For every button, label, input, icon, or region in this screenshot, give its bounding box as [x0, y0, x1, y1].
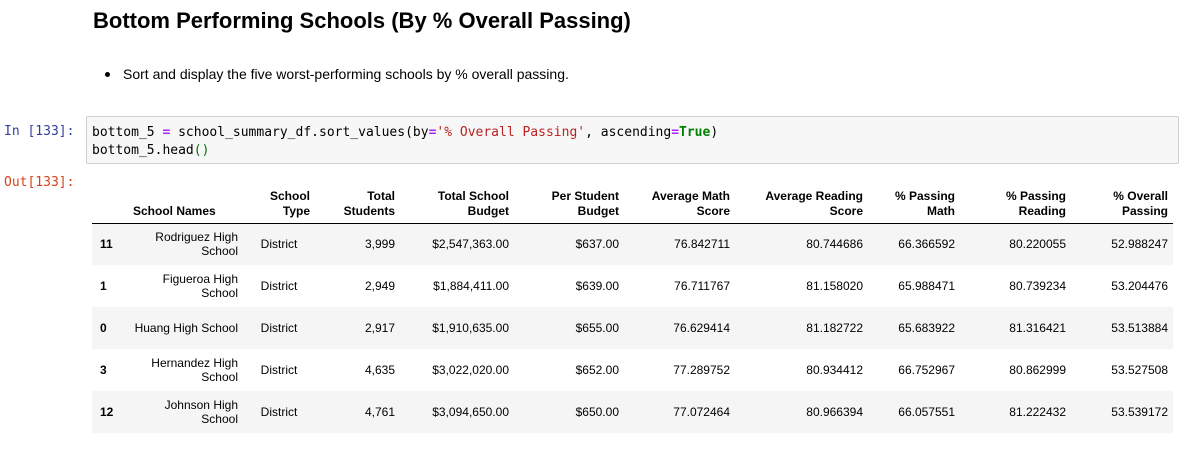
- code-token: bottom_5: [92, 125, 163, 140]
- cell-per-student-budget: $652.00: [575, 363, 619, 377]
- cell-passing-math: 66.057551: [898, 405, 955, 419]
- cell-average-math-score: 77.072464: [673, 405, 730, 419]
- column-header-school-names: School Names: [128, 183, 243, 224]
- cell-average-reading-score: 80.934412: [806, 363, 863, 377]
- input-prompt: In [133]:: [4, 124, 75, 139]
- cell-per-student-budget: $637.00: [575, 237, 619, 252]
- bullet-icon: [105, 72, 110, 77]
- cell-passing-math: 65.988471: [898, 279, 955, 293]
- cell-total-school-budget: $3,094,650.00: [432, 405, 509, 419]
- cell-overall-passing: 53.513884: [1111, 321, 1168, 335]
- cell-school-type: District: [260, 405, 298, 419]
- code-cell-editor[interactable]: bottom_5 = school_summary_df.sort_values…: [86, 116, 1179, 164]
- cell-passing-math: 66.366592: [898, 237, 955, 252]
- cell-passing-reading: 81.222432: [1009, 405, 1066, 419]
- column-header-total-school-budget: Total School Budget: [400, 183, 514, 224]
- cell-overall-passing: 52.988247: [1111, 237, 1168, 252]
- index-column-header: [92, 183, 128, 224]
- cell-total-students: 4,635: [364, 363, 395, 377]
- cell-total-students: 2,949: [364, 279, 395, 293]
- dataframe-table: School Names School Type Total Students …: [92, 183, 1173, 433]
- cell-passing-reading: 80.862999: [1009, 363, 1066, 377]
- markdown-bullet-text: Sort and display the five worst-performi…: [123, 66, 569, 82]
- cell-overall-passing: 53.204476: [1111, 279, 1168, 293]
- cell-average-reading-score: 81.158020: [806, 279, 863, 293]
- code-line-1: bottom_5 = school_summary_df.sort_values…: [92, 124, 1178, 142]
- table-row: 12 Johnson High School District 4,761 $3…: [92, 391, 1173, 433]
- table-row: 0 Huang High School District 2,917 $1,91…: [92, 307, 1173, 349]
- cell-school-type: District: [260, 321, 298, 335]
- cell-school-name: Figueroa High School: [162, 272, 238, 300]
- code-token: bottom_5.head: [92, 143, 194, 158]
- cell-passing-reading: 81.316421: [1009, 321, 1066, 335]
- cell-passing-math: 65.683922: [898, 321, 955, 335]
- code-string: '% Overall Passing': [436, 125, 586, 140]
- table-header: School Names School Type Total Students …: [92, 183, 1173, 224]
- column-header-total-students: Total Students: [315, 183, 400, 224]
- code-operator: =: [428, 125, 437, 140]
- cell-passing-reading: 80.220055: [1009, 237, 1066, 252]
- cell-school-name: Rodriguez High School: [155, 230, 238, 259]
- cell-average-math-score: 76.711767: [674, 279, 730, 293]
- code-parens: (): [193, 143, 210, 158]
- code-keyword: True: [679, 125, 711, 140]
- column-header-passing-reading: % Passing Reading: [960, 183, 1071, 224]
- row-index: 1: [100, 279, 107, 293]
- code-token: school_summary_df.sort_values(by: [170, 125, 429, 140]
- cell-overall-passing: 53.527508: [1111, 363, 1168, 377]
- table-row: 1 Figueroa High School District 2,949 $1…: [92, 265, 1173, 307]
- cell-school-name: Johnson High School: [164, 398, 238, 426]
- cell-average-math-score: 77.289752: [673, 363, 730, 377]
- cell-per-student-budget: $639.00: [575, 279, 619, 293]
- markdown-bullet-item: Sort and display the five worst-performi…: [105, 66, 569, 82]
- cell-school-name: Hernandez High School: [151, 356, 238, 384]
- code-operator: =: [162, 125, 171, 140]
- cell-overall-passing: 53.539172: [1111, 405, 1168, 419]
- cell-total-school-budget: $1,884,411.00: [433, 279, 509, 293]
- column-header-average-math-score: Average Math Score: [624, 183, 735, 224]
- markdown-bullet-list: Sort and display the five worst-performi…: [105, 66, 569, 82]
- output-prompt: Out[133]:: [4, 175, 75, 190]
- row-index: 11: [100, 237, 113, 252]
- cell-school-type: District: [260, 363, 298, 377]
- cell-average-reading-score: 80.744686: [806, 237, 863, 252]
- column-header-school-type: School Type: [243, 183, 315, 224]
- dataframe-output: School Names School Type Total Students …: [92, 183, 1173, 433]
- table-row: 3 Hernandez High School District 4,635 $…: [92, 349, 1173, 391]
- cell-total-students: 3,999: [364, 237, 395, 252]
- code-line-2: bottom_5.head(): [92, 142, 1178, 160]
- row-index: 3: [100, 363, 107, 377]
- cell-passing-math: 66.752967: [898, 363, 955, 377]
- code-token: , ascending: [585, 125, 672, 140]
- row-index: 0: [100, 321, 107, 335]
- cell-average-math-score: 76.629414: [673, 321, 730, 335]
- cell-school-type: District: [260, 237, 298, 252]
- cell-total-students: 4,761: [364, 405, 395, 419]
- markdown-heading: Bottom Performing Schools (By % Overall …: [93, 8, 631, 33]
- code-token: ): [710, 125, 719, 140]
- table-row: 11 Rodriguez High School District 3,999 …: [92, 223, 1173, 265]
- column-header-per-student-budget: Per Student Budget: [514, 183, 624, 224]
- cell-school-type: District: [260, 279, 298, 293]
- cell-average-reading-score: 80.966394: [806, 405, 863, 419]
- cell-per-student-budget: $655.00: [575, 321, 619, 335]
- column-header-overall-passing: % Overall Passing: [1071, 183, 1173, 224]
- column-header-passing-math: % Passing Math: [868, 183, 960, 224]
- cell-total-school-budget: $2,547,363.00: [432, 237, 509, 252]
- cell-per-student-budget: $650.00: [575, 405, 619, 419]
- cell-total-students: 2,917: [364, 321, 395, 335]
- cell-passing-reading: 80.739234: [1009, 279, 1066, 293]
- cell-total-school-budget: $3,022,020.00: [432, 363, 509, 377]
- cell-total-school-budget: $1,910,635.00: [432, 321, 509, 335]
- column-header-average-reading-score: Average Reading Score: [735, 183, 868, 224]
- code-operator: =: [671, 125, 680, 140]
- cell-average-reading-score: 81.182722: [806, 321, 863, 335]
- cell-average-math-score: 76.842711: [674, 237, 730, 252]
- row-index: 12: [100, 405, 114, 419]
- table-body: 11 Rodriguez High School District 3,999 …: [92, 223, 1173, 433]
- header-row: School Names School Type Total Students …: [92, 183, 1173, 224]
- cell-school-name: Huang High School: [134, 321, 238, 335]
